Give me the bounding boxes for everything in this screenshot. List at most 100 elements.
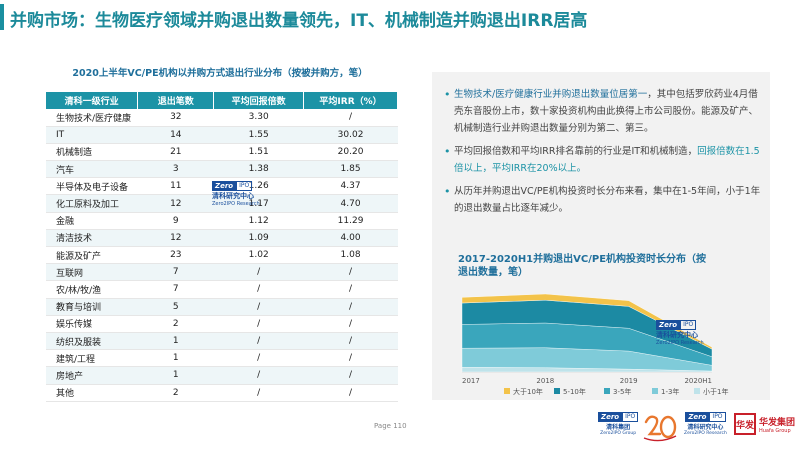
cell-exit-count: 11 [137,177,214,196]
cell-avg-irr: / [303,384,398,402]
table-row: 机械制造 21 1.51 20.20 [46,143,398,162]
anniversary-20-icon [643,415,677,442]
group-logo-cn: 清科集团 [606,424,631,431]
cell-avg-irr: / [303,332,398,351]
group-logo-en: Zero2IPO Group [600,431,637,436]
cell-industry: 化工原料及加工 [46,194,138,213]
bullet-2: 平均回报倍数和平均IRR排名靠前的行业是IT和机械制造，回报倍数在1.5倍以上，… [444,143,764,177]
cell-exit-count: 3 [137,160,214,179]
cell-industry: 纺织及服装 [46,332,138,351]
table-row: 娱乐传媒 2// [46,315,398,333]
cell-avg-multiple: 1.17 [213,194,304,213]
bullet-1-highlight: 生物技术/医疗健康行业并购退出数量位居第一 [454,89,648,100]
huafa-group-logo: 华发 华发集团 Huafa Group [734,413,795,435]
bullet-3: 从历年并购退出VC/PE机构投资时长分布来看，集中在1-5年间，小于1年的退出数… [444,183,764,217]
page-label: Page [374,422,391,430]
table-row: 教育与培训 5// [46,298,398,316]
cell-avg-irr: 4.70 [303,194,398,213]
group-logo-zero: Zero [598,412,623,422]
cell-industry: 教育与培训 [46,298,138,316]
cell-exit-count: 21 [137,143,214,162]
slide-title: 并购市场：生物医疗领域并购退出数量领先，IT、机械制造并购退出IRR居高 [10,11,588,31]
research-logo-en: Zero2IPO Research [684,431,727,436]
cell-avg-multiple: 1.09 [213,229,304,248]
table-row: 其他 2// [46,384,398,402]
watermark-logo: Zero IPO [212,181,253,191]
cell-exit-count: 32 [137,109,214,127]
x-tick-label: 2019 [620,377,638,385]
research-logo-mark: Zero IPO [685,412,726,422]
cell-industry: 金融 [46,212,138,230]
table-row: 金融 9 1.12 11.29 [46,212,398,230]
bullet-3-text: 从历年并购退出VC/PE机构投资时长分布来看，集中在1-5年间，小于1年的退出数… [454,186,761,214]
bullet-1-text: ，其中包括罗欣药业4月借壳东音股份上市，数十家投资机构由此换得上市公司股份。能源… [454,89,759,134]
legend-swatch [504,388,510,394]
cell-avg-multiple: / [213,280,304,299]
cell-exit-count: 5 [137,298,214,316]
x-tick-label: 2020H1 [684,377,712,385]
cell-industry: IT [46,126,138,144]
header-avg-multiple: 平均回报倍数 [213,92,305,109]
research-logo-ipo: IPO [709,412,726,422]
table-row: 互联网 7// [46,263,398,282]
bullet-list: 生物技术/医疗健康行业并购退出数量位居第一，其中包括罗欣药业4月借壳东音股份上市… [444,86,764,223]
bullet-2-highlight: 回报倍数在1.5倍以上，平均IRR在20%以上。 [454,146,760,174]
cell-industry: 清洁技术 [46,229,138,248]
cell-exit-count: 1 [137,332,214,351]
table-row: 能源及矿产 23 1.02 1.08 [46,246,398,265]
cell-exit-count: 14 [137,126,214,144]
cell-avg-irr: / [303,109,398,127]
watermark-ipo: IPO [236,181,253,191]
cell-industry: 农/林/牧/渔 [46,280,138,299]
cell-avg-irr: 30.02 [303,126,398,144]
cell-industry: 机械制造 [46,143,138,162]
group-logo-ipo: IPO [622,412,639,422]
cell-industry: 汽车 [46,160,138,179]
cell-exit-count: 2 [137,384,214,402]
cell-industry: 建筑/工程 [46,349,138,368]
table-row: 生物技术/医疗健康 32 3.30/ [46,109,398,127]
watermark-cn: 清科研究中心 [212,192,254,200]
table-body: 生物技术/医疗健康 32 3.30/IT 14 1.55 30.02 机械制造 21 1.51 2… [46,109,398,402]
chart-watermark-logo: Zero IPO [656,320,697,330]
legend-swatch [652,388,658,394]
left-panel: 2020上半年VC/PE机构以并购方式退出行业分布（按被并购方，笔） 清科一级行… [36,64,404,402]
cell-avg-multiple: / [213,384,304,402]
cell-avg-irr: 20.20 [303,143,398,162]
cell-avg-multiple: 1.55 [213,126,304,144]
research-logo-cn: 清科研究中心 [687,424,724,431]
huafa-logo-mark: 华发 [734,413,756,435]
table-row: 化工原料及加工 12 1.17 4.70 [46,194,398,213]
cell-exit-count: 12 [137,194,214,213]
table-header-row: 清科一级行业 退出笔数 平均回报倍数 平均IRR（%） [46,92,398,109]
chart-watermark-cn: 清科研究中心 [656,331,698,339]
cell-industry: 其他 [46,384,138,402]
watermark-zero: Zero [212,181,237,191]
page-number-value: 110 [393,422,407,430]
cell-industry: 房地产 [46,366,138,385]
table-row: 汽车 3 1.38 1.85 [46,160,398,179]
chart-watermark: Zero IPO 清科研究中心 Zero2IPO Research [656,320,704,346]
cell-industry: 生物技术/医疗健康 [46,109,138,127]
cell-avg-irr: / [303,349,398,368]
chart-watermark-en: Zero2IPO Research [656,340,704,346]
cell-exit-count: 1 [137,366,214,385]
huafa-en: Huafa Group [759,427,791,434]
cell-avg-multiple: / [213,332,304,351]
title-accent-bar [0,4,4,30]
table-row: 清洁技术 12 1.09 4.00 [46,229,398,248]
cell-avg-multiple: / [213,349,304,368]
cell-avg-irr: 4.00 [303,229,398,248]
zero2ipo-research-logo: Zero IPO 清科研究中心 Zero2IPO Research [684,412,727,436]
title-bar: 并购市场：生物医疗领域并购退出数量领先，IT、机械制造并购退出IRR居高 [0,0,800,38]
header-industry: 清科一级行业 [46,92,139,109]
bullet-1: 生物技术/医疗健康行业并购退出数量位居第一，其中包括罗欣药业4月借壳东音股份上市… [444,86,764,137]
cell-avg-irr: 1.08 [303,246,398,265]
chart-watermark-zero: Zero [656,320,681,330]
cell-avg-multiple: 1.51 [213,143,304,162]
table-row: 建筑/工程 1// [46,349,398,368]
huafa-name: 华发集团 [759,417,796,428]
table-row: 纺织及服装 1// [46,332,398,351]
watermark-en: Zero2IPO Research [212,201,260,207]
cell-industry: 娱乐传媒 [46,315,138,333]
